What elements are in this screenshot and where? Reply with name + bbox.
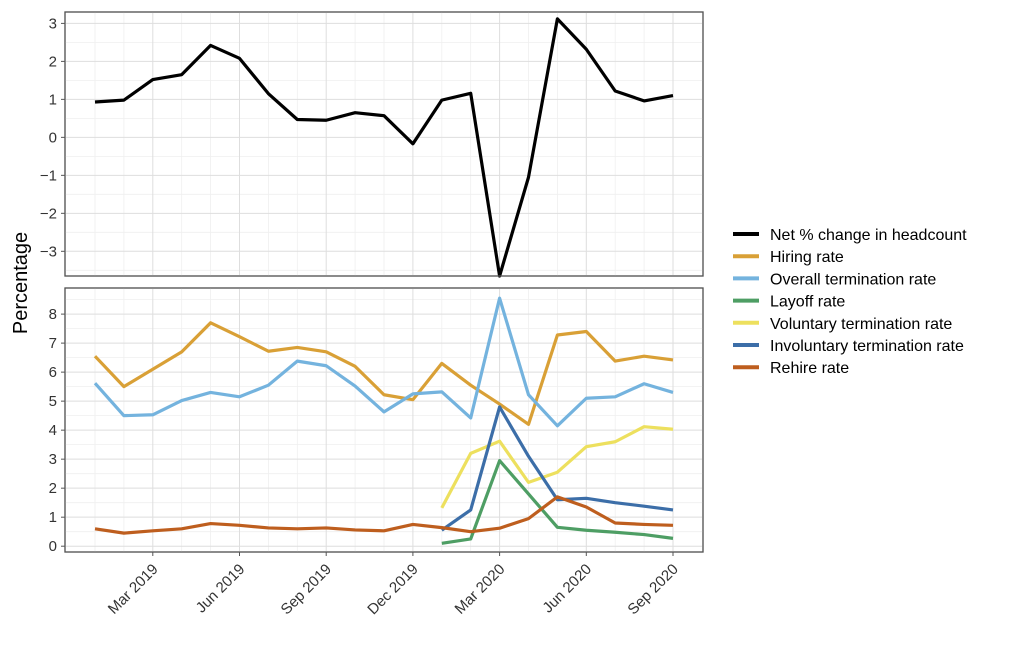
legend-label-layoff-rate: Layoff rate	[770, 294, 845, 311]
legend-label-rehire-rate: Rehire rate	[770, 360, 849, 377]
x-axis: Mar 2019 Jun 2019 Sep 2019 Dec 2019 Mar 2020…	[105, 552, 682, 618]
y-tick-label: 8	[49, 306, 57, 323]
y-tick-label: 3	[49, 15, 57, 32]
series-line-rehire-rate	[94, 495, 674, 535]
top-panel: 3 2 1 0 −1 −2 −3	[40, 11, 704, 278]
legend-label-hiring-rate: Hiring rate	[770, 249, 844, 266]
x-tick-label: Jun 2020	[539, 561, 595, 617]
series-line-layoff-rate	[441, 459, 674, 545]
panel-border	[64, 11, 704, 277]
x-tick-label: Mar 2019	[105, 561, 162, 618]
y-tick-label: 2	[49, 480, 57, 497]
y-tick-label: 4	[49, 422, 57, 439]
legend-label-overall-termination-rate: Overall termination rate	[770, 271, 936, 288]
y-tick-label: 1	[49, 91, 57, 108]
x-tick-label: Mar 2020	[452, 561, 509, 618]
y-tick-label: 1	[49, 509, 57, 526]
x-tick-label: Sep 2019	[278, 561, 335, 618]
y-tick-label: −1	[40, 167, 57, 184]
series-line-hiring-rate	[93, 321, 674, 426]
y-tick-label: −2	[40, 205, 57, 222]
y-axis-title: Percentage	[10, 232, 32, 334]
x-tick-label: Sep 2020	[624, 561, 681, 618]
legend-label-involuntary-termination-rate: Involuntary termination rate	[770, 338, 964, 355]
series-line-involuntary-termination-rate	[440, 405, 674, 532]
legend-label-net-pct-change-in-headcount: Net % change in headcount	[770, 227, 967, 244]
series-line-voluntary-termination-rate	[440, 425, 674, 509]
y-tick-label: 0	[49, 129, 57, 146]
legend: Net % change in headcount Hiring rate Over…	[733, 227, 967, 377]
y-tick-label: 3	[49, 451, 57, 468]
x-tick-label: Dec 2019	[364, 561, 421, 618]
y-tick-label: −3	[40, 243, 57, 260]
series-line-net-pct-change-in-headcount	[94, 17, 674, 278]
legend-label-voluntary-termination-rate: Voluntary termination rate	[770, 316, 952, 333]
panel-border	[64, 287, 704, 553]
y-tick-label: 2	[49, 53, 57, 70]
series-line-overall-termination-rate	[93, 296, 674, 428]
y-tick-label: 5	[49, 393, 57, 410]
y-tick-label: 6	[49, 364, 57, 381]
y-tick-label: 0	[49, 538, 57, 555]
x-tick-label: Jun 2019	[193, 561, 249, 617]
y-tick-label: 7	[49, 335, 57, 352]
bottom-panel: 8 7 6 5 4 3 2 1 0	[49, 287, 704, 555]
